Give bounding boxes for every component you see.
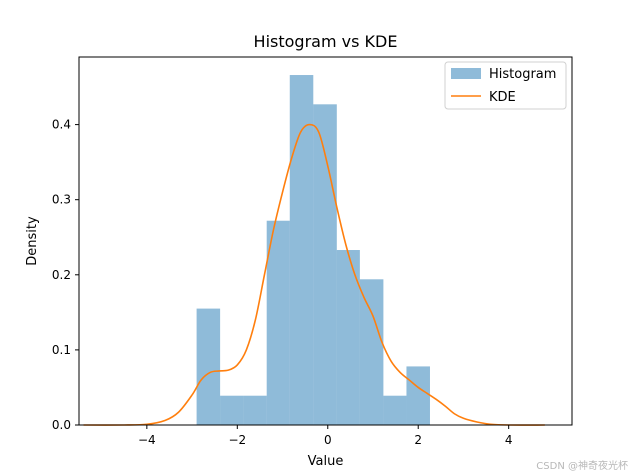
plot-area-frame bbox=[78, 56, 573, 426]
chart-title: Histogram vs KDE bbox=[254, 32, 398, 51]
kde-curve-group bbox=[83, 123, 545, 426]
histogram-bar bbox=[243, 395, 267, 425]
y-tick-label: 0.4 bbox=[52, 118, 71, 132]
legend: Histogram KDE bbox=[444, 61, 567, 110]
y-axis-label: Density bbox=[25, 216, 40, 266]
y-tick-label: 0.3 bbox=[52, 193, 71, 207]
histogram-bar bbox=[220, 395, 244, 425]
x-tick-label: 0 bbox=[324, 433, 332, 447]
x-tick-label: 2 bbox=[414, 433, 422, 447]
x-axis-ticks: −4 −2 0 2 4 bbox=[138, 425, 513, 447]
histogram-bar bbox=[336, 250, 360, 425]
y-tick-label: 0.2 bbox=[52, 268, 71, 282]
kde-line bbox=[83, 123, 545, 426]
histogram-bar bbox=[313, 104, 337, 426]
x-tick-label: 4 bbox=[505, 433, 513, 447]
y-tick-label: 0.0 bbox=[52, 418, 71, 432]
legend-histogram-swatch bbox=[451, 68, 481, 79]
x-tick-label: −2 bbox=[228, 433, 246, 447]
histogram-bars bbox=[196, 75, 430, 426]
legend-kde-label: KDE bbox=[489, 90, 516, 105]
histogram-bar bbox=[383, 395, 407, 425]
y-tick-label: 0.1 bbox=[52, 343, 71, 357]
watermark: CSDN @神奇夜光杯 bbox=[536, 461, 628, 472]
histogram-bar bbox=[359, 279, 384, 425]
histogram-bar bbox=[289, 75, 314, 426]
y-axis-ticks: 0.0 0.1 0.2 0.3 0.4 bbox=[52, 118, 79, 432]
histogram-bar bbox=[196, 308, 221, 425]
histogram-bar bbox=[406, 366, 430, 425]
histogram-bar bbox=[266, 220, 290, 425]
x-tick-label: −4 bbox=[138, 433, 156, 447]
legend-histogram-label: Histogram bbox=[489, 67, 556, 82]
x-axis-label: Value bbox=[308, 454, 344, 469]
